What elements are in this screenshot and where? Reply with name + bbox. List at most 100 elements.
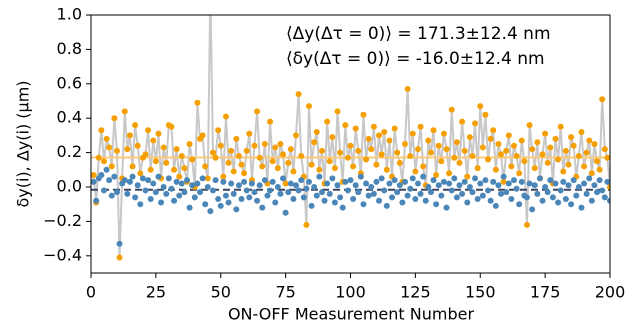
point bbox=[555, 199, 562, 206]
point bbox=[370, 123, 377, 130]
point bbox=[420, 163, 427, 170]
point bbox=[357, 173, 364, 180]
point bbox=[344, 187, 351, 194]
point bbox=[518, 178, 525, 185]
point bbox=[347, 142, 354, 149]
point bbox=[555, 156, 562, 163]
point bbox=[534, 139, 541, 146]
point bbox=[181, 165, 188, 172]
point bbox=[544, 159, 551, 166]
point bbox=[129, 173, 136, 180]
point bbox=[401, 178, 408, 185]
point bbox=[365, 135, 372, 142]
point bbox=[186, 204, 193, 211]
point bbox=[417, 190, 424, 197]
point bbox=[264, 192, 271, 199]
point bbox=[518, 137, 525, 144]
point bbox=[573, 192, 580, 199]
point bbox=[98, 127, 105, 134]
point bbox=[591, 141, 598, 147]
point bbox=[171, 197, 178, 204]
point bbox=[492, 166, 499, 173]
point bbox=[334, 108, 341, 115]
point bbox=[376, 197, 383, 204]
x-tick-label: 150 bbox=[465, 283, 496, 302]
point bbox=[282, 209, 289, 216]
point bbox=[391, 177, 398, 184]
point bbox=[422, 197, 429, 204]
point bbox=[539, 151, 546, 158]
point bbox=[368, 146, 375, 153]
point bbox=[139, 175, 146, 182]
point bbox=[355, 147, 362, 154]
point bbox=[124, 146, 131, 153]
point bbox=[399, 199, 406, 206]
point bbox=[108, 163, 115, 170]
point bbox=[339, 204, 346, 211]
point bbox=[215, 196, 222, 203]
x-axis-label: ON-OFF Measurement Number bbox=[228, 305, 474, 324]
point bbox=[150, 137, 157, 144]
point bbox=[594, 189, 601, 196]
point bbox=[477, 103, 484, 110]
y-tick-label: −0.4 bbox=[43, 245, 82, 264]
point bbox=[547, 177, 554, 184]
point bbox=[145, 177, 152, 184]
point bbox=[269, 178, 276, 185]
point bbox=[171, 166, 178, 173]
point bbox=[386, 180, 393, 187]
point bbox=[352, 125, 359, 132]
point bbox=[215, 127, 222, 134]
point bbox=[477, 180, 484, 187]
point bbox=[246, 130, 253, 137]
point bbox=[158, 199, 165, 206]
point bbox=[581, 163, 588, 170]
y-tick-label: 0.8 bbox=[57, 39, 82, 58]
point bbox=[495, 141, 502, 147]
point bbox=[124, 190, 131, 197]
point bbox=[274, 184, 281, 190]
point bbox=[363, 156, 370, 163]
point bbox=[295, 91, 302, 98]
point bbox=[196, 189, 203, 196]
point bbox=[298, 153, 305, 160]
point bbox=[277, 190, 284, 197]
point bbox=[485, 156, 492, 163]
point bbox=[536, 175, 543, 182]
plot-area bbox=[91, 15, 610, 261]
point bbox=[451, 175, 458, 182]
point bbox=[212, 154, 219, 161]
point bbox=[479, 144, 486, 151]
point bbox=[233, 135, 240, 142]
point bbox=[440, 130, 447, 137]
point bbox=[225, 159, 232, 166]
point bbox=[308, 202, 315, 209]
point bbox=[510, 142, 517, 149]
point bbox=[389, 194, 396, 201]
point bbox=[142, 187, 149, 194]
point bbox=[228, 180, 235, 187]
point bbox=[277, 141, 284, 147]
point bbox=[285, 189, 292, 196]
point bbox=[243, 147, 250, 154]
point bbox=[160, 144, 167, 151]
point bbox=[287, 180, 294, 187]
point bbox=[466, 184, 473, 190]
point bbox=[194, 99, 201, 106]
point bbox=[529, 146, 536, 153]
point bbox=[337, 149, 344, 156]
point bbox=[588, 197, 595, 204]
point bbox=[485, 187, 492, 194]
point bbox=[222, 113, 229, 120]
point bbox=[342, 178, 349, 185]
point bbox=[350, 163, 357, 170]
point bbox=[178, 153, 185, 160]
point bbox=[430, 127, 437, 134]
point bbox=[360, 111, 367, 118]
point bbox=[142, 151, 149, 158]
point bbox=[176, 173, 183, 180]
point bbox=[199, 175, 206, 182]
point bbox=[427, 149, 434, 156]
point bbox=[243, 187, 250, 194]
point bbox=[386, 137, 393, 144]
